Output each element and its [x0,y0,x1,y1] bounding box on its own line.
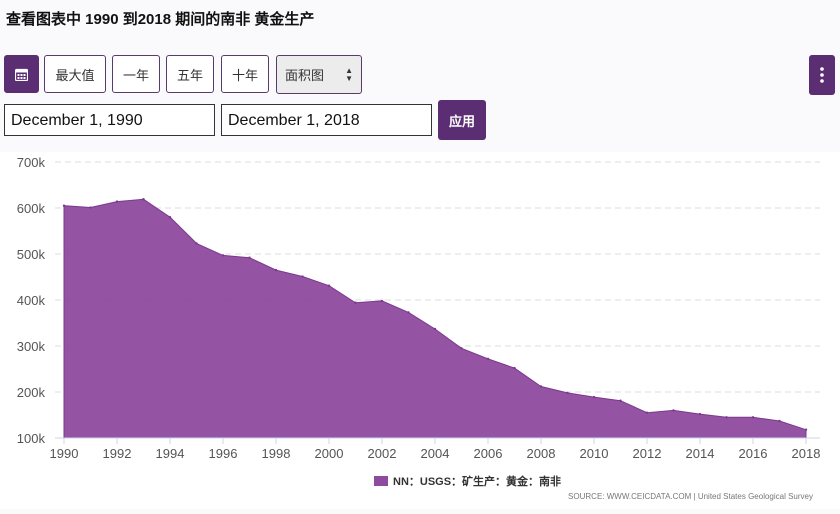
ten-year-button[interactable]: 十年 [221,55,269,93]
gold-production-chart: 100k 200k 300k 400k 500k 600k 700k 1990 1992 1994… [17,155,821,501]
data-point [645,411,649,414]
source-credit: SOURCE: WWW.CEICDATA.COM | United States… [568,492,813,501]
vertical-dots-icon [820,67,824,83]
chart-container: 100k 200k 300k 400k 500k 600k 700k 1990 1992 1994… [0,152,840,509]
x-tick-label: 2002 [368,446,397,461]
data-point [62,204,66,207]
data-point [592,395,596,399]
data-point [89,206,92,209]
legend-label: NN：USGS：矿生产：黄金：南非 [393,474,561,488]
y-tick-label: 400k [17,293,46,308]
x-tick-label: 2016 [739,446,768,461]
data-point [539,385,543,388]
data-point [168,216,172,219]
more-options-button[interactable] [809,55,835,95]
x-tick-label: 1992 [103,446,132,461]
y-tick-label: 300k [17,339,46,354]
x-tick-label: 1994 [156,446,185,461]
chart-type-select[interactable]: 面积图 ▲ ▼ [276,55,362,94]
one-year-button[interactable]: 一年 [112,55,160,93]
data-point [248,256,251,259]
data-point [433,327,437,331]
end-date-input[interactable]: December 1, 2018 [221,104,432,136]
data-point [380,299,384,303]
y-tick-label: 200k [17,385,46,400]
data-point [195,242,198,245]
data-point [221,254,225,257]
data-point [698,412,702,416]
data-point [142,198,145,201]
data-point [274,268,278,272]
data-point [301,275,304,278]
select-arrows-icon: ▲ ▼ [345,66,353,83]
x-tick-label: 2018 [792,446,821,461]
data-point [354,301,357,304]
data-point [513,366,516,370]
x-tick-label: 2004 [421,446,450,461]
data-point [407,311,410,314]
page-title: 查看图表中 1990 到2018 期间的南非 黄金生产 [6,11,315,28]
calendar-button[interactable] [4,55,39,93]
x-tick-label: 2014 [686,446,715,461]
start-date-input[interactable]: December 1, 1990 [4,104,215,136]
x-tick-label: 1996 [209,446,238,461]
y-tick-label: 700k [17,155,46,170]
data-point [672,409,675,412]
data-point [778,419,781,423]
y-tick-label: 100k [17,431,46,446]
x-tick-label: 1990 [50,446,79,461]
x-tick-label: 2012 [633,446,662,461]
five-year-button[interactable]: 五年 [166,55,214,93]
area-series [63,198,807,439]
x-tick-label: 1998 [262,446,291,461]
legend-swatch [374,476,388,486]
x-tick-label: 2006 [474,446,503,461]
x-tick-label: 2000 [315,446,344,461]
chart-type-value: 面积图 [285,68,325,83]
apply-button[interactable]: 应用 [438,100,486,140]
calendar-icon [15,68,28,81]
data-point [619,399,622,402]
data-point [566,391,569,395]
data-point [460,347,463,350]
y-tick-label: 500k [17,247,46,262]
y-tick-label: 600k [17,201,46,216]
x-tick-label: 2010 [580,446,609,461]
data-point [725,416,728,419]
data-point [327,284,331,287]
data-point [751,416,755,419]
data-point [115,200,119,203]
data-point [804,428,808,431]
x-tick-label: 2008 [527,446,556,461]
max-range-button[interactable]: 最大值 [44,55,106,93]
data-point [486,357,490,361]
